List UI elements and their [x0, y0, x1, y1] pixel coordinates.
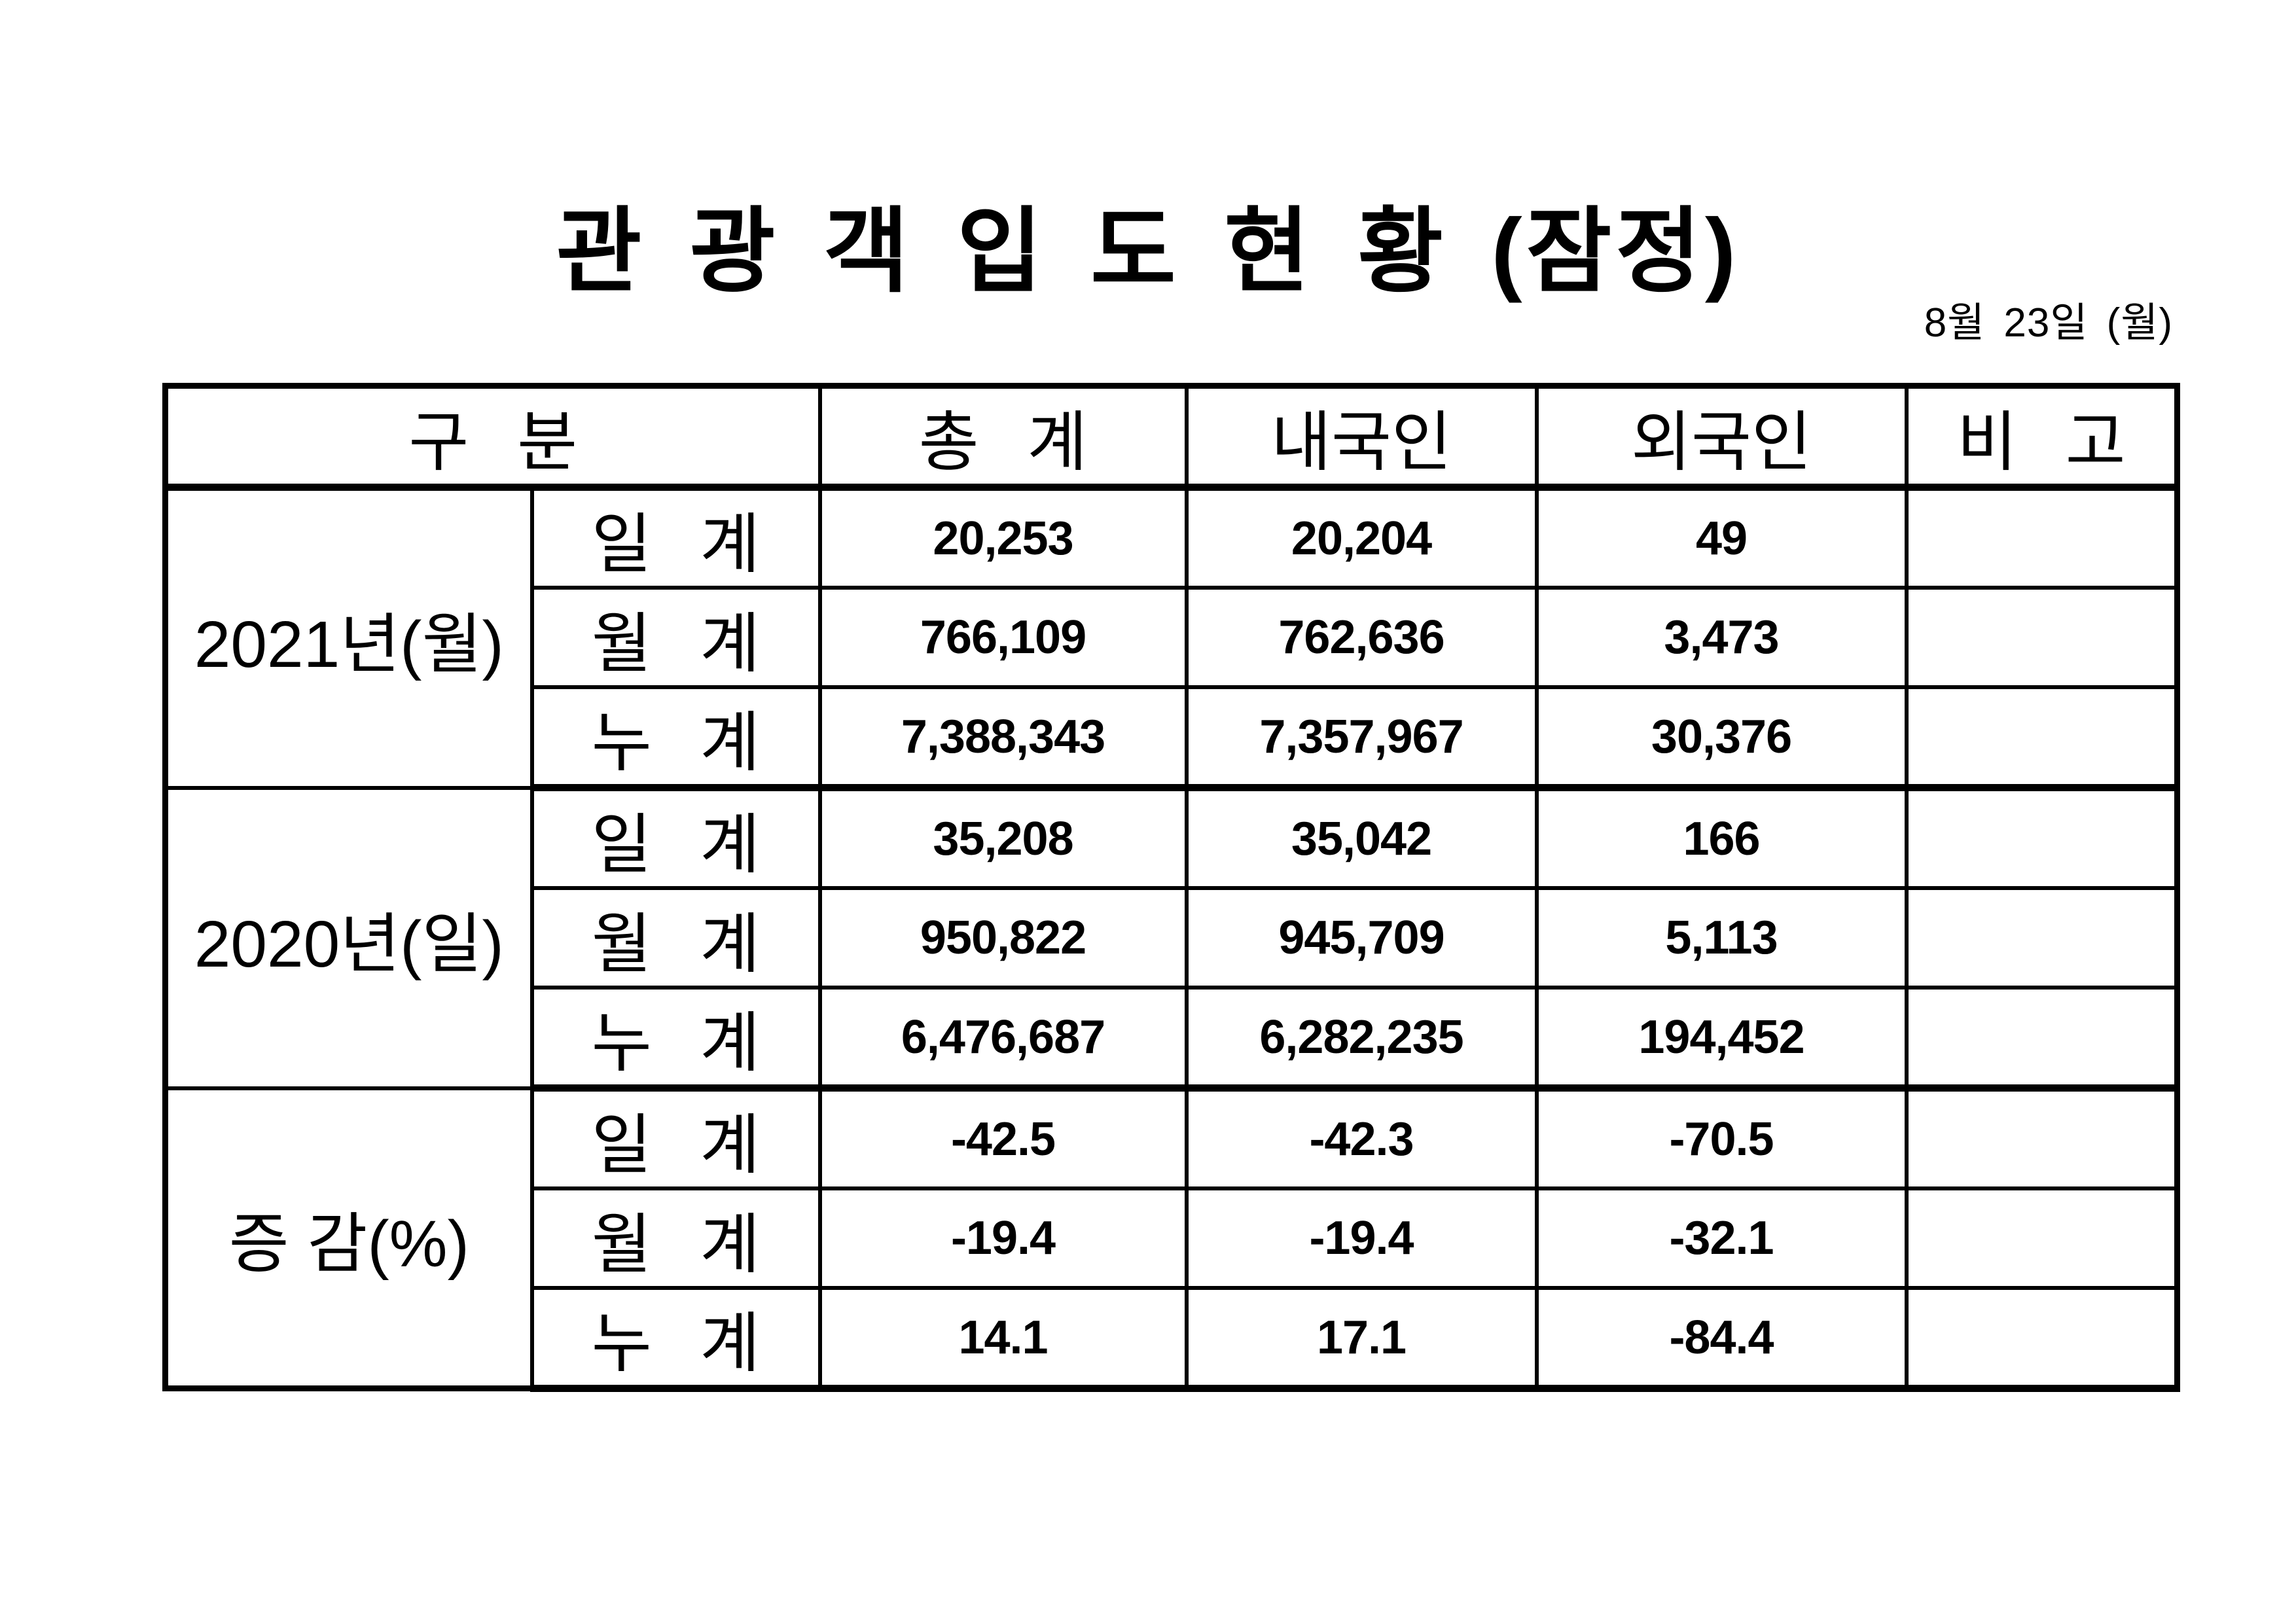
- header-note: 비 고: [1904, 383, 2179, 491]
- table-row: 누 계 6,476,687 6,282,235 194,452: [166, 986, 2179, 1092]
- report-date: 8월 23일 (월): [1924, 300, 2173, 346]
- value-domestic: 762,636: [1184, 586, 1539, 689]
- table-row: 누 계 14.1 17.1 -84.4: [166, 1286, 2179, 1392]
- value-total: -19.4: [817, 1186, 1189, 1290]
- value-foreign: -84.4: [1534, 1286, 1909, 1392]
- row-label: 누 계: [529, 685, 822, 791]
- table-row: 월 계 -19.4 -19.4 -32.1: [166, 1186, 2179, 1290]
- header-total: 총 계: [817, 383, 1189, 491]
- value-total: 766,109: [817, 586, 1189, 689]
- table-row: 월 계 766,109 762,636 3,473: [166, 586, 2179, 689]
- row-label: 누 계: [529, 986, 822, 1092]
- row-label: 월 계: [529, 886, 822, 990]
- note-cell: [1904, 785, 2179, 890]
- row-label: 월 계: [529, 586, 822, 689]
- value-foreign: 166: [1534, 785, 1909, 890]
- table-row: 증 감(%) 일 계 -42.5 -42.3 -70.5: [163, 1086, 2179, 1391]
- row-label: 누 계: [529, 1286, 822, 1392]
- value-domestic: 7,357,967: [1184, 685, 1539, 791]
- group-label-2021: 2021년(월): [163, 485, 534, 790]
- row-label: 일 계: [529, 785, 822, 890]
- value-total: 7,388,343: [817, 685, 1189, 791]
- group-label-change: 증 감(%): [163, 1086, 534, 1391]
- row-label: 일 계: [529, 1086, 822, 1190]
- header-category: 구 분: [163, 383, 822, 491]
- table-row: 누 계 7,388,343 7,357,967 30,376: [166, 685, 2179, 791]
- table-row: 월 계 950,822 945,709 5,113: [166, 886, 2179, 990]
- note-cell: [1904, 485, 2179, 590]
- value-foreign: 194,452: [1534, 986, 1909, 1092]
- value-total: 950,822: [817, 886, 1189, 990]
- table-row: 2020년(일) 일 계 35,208 35,042 166: [163, 785, 2179, 1090]
- note-cell: [1904, 586, 2179, 689]
- group-label-2020: 2020년(일): [163, 785, 534, 1090]
- note-cell: [1904, 986, 2179, 1092]
- page-title: 관 광 객 입 도 현 황 (잠정): [556, 200, 1740, 304]
- value-total: 35,208: [817, 785, 1189, 890]
- note-cell: [1904, 886, 2179, 990]
- value-total: 20,253: [817, 485, 1189, 590]
- value-domestic: 945,709: [1184, 886, 1539, 990]
- header-row: 구 분 총 계 내국인 외국인 비 고: [163, 383, 2179, 491]
- value-domestic: -42.3: [1184, 1086, 1539, 1190]
- value-total: 14.1: [817, 1286, 1189, 1392]
- value-foreign: 3,473: [1534, 586, 1909, 689]
- note-cell: [1904, 1086, 2179, 1190]
- note-cell: [1904, 1186, 2179, 1290]
- row-label: 일 계: [529, 485, 822, 590]
- header-foreign: 외국인: [1534, 383, 1909, 491]
- tourist-arrival-table: 구 분 총 계 내국인 외국인 비 고 2021년(월) 일 계 20,253 …: [162, 383, 2181, 1392]
- note-cell: [1904, 685, 2179, 791]
- value-total: -42.5: [817, 1086, 1189, 1190]
- value-foreign: 49: [1534, 485, 1909, 590]
- value-foreign: -32.1: [1534, 1186, 1909, 1290]
- value-foreign: 30,376: [1534, 685, 1909, 791]
- value-foreign: -70.5: [1534, 1086, 1909, 1190]
- header-domestic: 내국인: [1184, 383, 1539, 491]
- value-domestic: 6,282,235: [1184, 986, 1539, 1092]
- value-total: 6,476,687: [817, 986, 1189, 1092]
- value-domestic: -19.4: [1184, 1186, 1539, 1290]
- row-label: 월 계: [529, 1186, 822, 1290]
- value-domestic: 20,204: [1184, 485, 1539, 590]
- table-row: 2021년(월) 일 계 20,253 20,204 49: [163, 485, 2179, 790]
- value-domestic: 35,042: [1184, 785, 1539, 890]
- value-domestic: 17.1: [1184, 1286, 1539, 1392]
- note-cell: [1904, 1286, 2179, 1392]
- value-foreign: 5,113: [1534, 886, 1909, 990]
